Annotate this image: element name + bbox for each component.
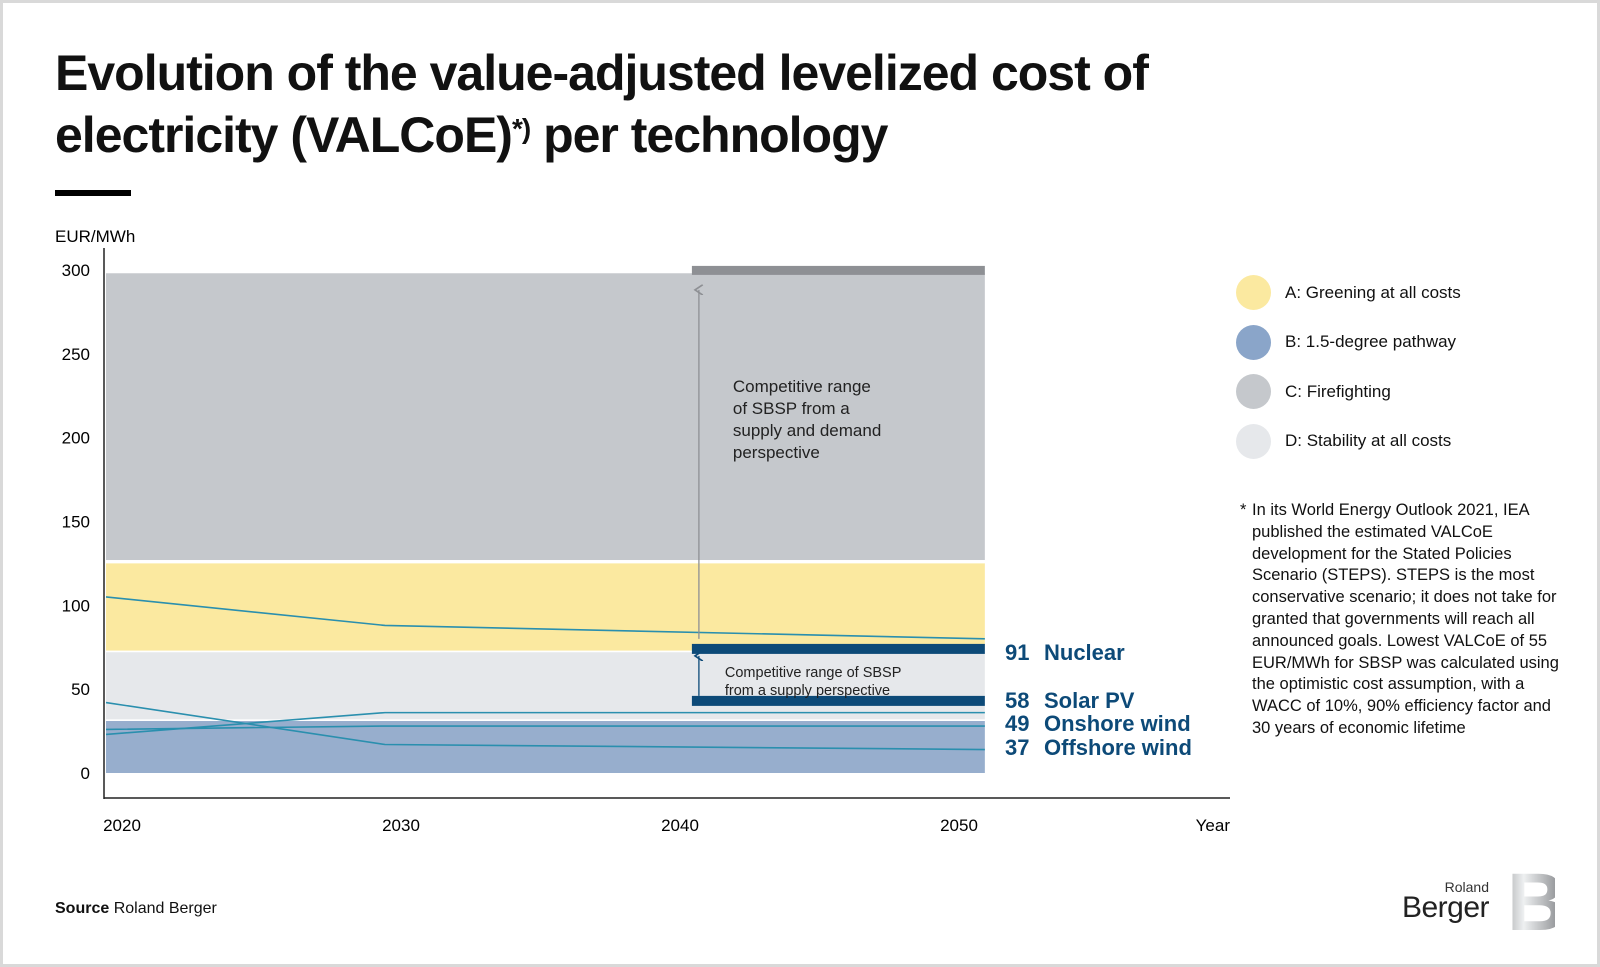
band-c (106, 273, 985, 561)
legend-label: C: Firefighting (1285, 381, 1391, 401)
y-tick-label: 300 (62, 261, 90, 280)
y-tick-label: 100 (62, 596, 90, 615)
logo-roland: Roland (1444, 879, 1489, 895)
sbsp-demand-annotation: of SBSP from a (733, 399, 850, 418)
title-line-2-end: per technology (530, 107, 888, 163)
source-value: Roland Berger (113, 900, 217, 917)
legend-swatch (1236, 374, 1271, 410)
sbsp-supply-annotation: Competitive range of SBSP (725, 665, 902, 681)
roland-berger-logo: Roland Berger B (1395, 857, 1567, 948)
x-axis-label: Year (1196, 816, 1231, 835)
y-tick-label: 150 (62, 512, 90, 531)
series-line-4 (105, 701, 985, 751)
legend-item-c: C: Firefighting (1236, 367, 1461, 417)
footnote-text: In its World Energy Outlook 2021, IEA pu… (1252, 501, 1559, 737)
chart-title: Evolution of the value-adjusted levelize… (55, 42, 1255, 166)
sbsp-supply-low-bar (691, 695, 985, 706)
sbsp-supply-annotation: from a supply perspective (725, 683, 890, 699)
sbsp-demand-annotation: Competitive range (733, 377, 871, 396)
end-label-name: Solar PV (1044, 688, 1135, 713)
footnote-star: * (1240, 501, 1247, 519)
y-tick-label: 200 (62, 429, 90, 448)
logo-b-mark: B (1507, 857, 1567, 948)
legend-swatch (1236, 275, 1271, 311)
title-footnote-mark: *) (511, 113, 531, 144)
title-line-1: Evolution of the value-adjusted levelize… (55, 45, 1149, 101)
legend-item-b: B: 1.5-degree pathway (1236, 318, 1461, 368)
series-line-1 (105, 596, 985, 640)
source-label: Source (55, 900, 110, 917)
end-label-value: 49 (1005, 711, 1029, 736)
legend-item-a: A: Greening at all costs (1236, 268, 1461, 318)
x-tick-label: 2030 (382, 816, 420, 835)
y-tick-label: 0 (81, 764, 90, 783)
legend-swatch (1236, 324, 1271, 360)
source: Source Roland Berger (55, 900, 217, 918)
legend: A: Greening at all costs B: 1.5-degree p… (1236, 268, 1461, 466)
sbsp-demand-annotation: perspective (733, 443, 820, 462)
legend-label: B: 1.5-degree pathway (1285, 332, 1457, 352)
legend-label: D: Stability at all costs (1285, 431, 1452, 451)
legend-item-d: D: Stability at all costs (1236, 417, 1461, 467)
legend-label: A: Greening at all costs (1285, 282, 1461, 302)
end-label-value: 37 (1005, 735, 1029, 760)
y-axis-label: EUR/MWh (55, 227, 135, 246)
y-tick-label: 250 (62, 345, 90, 364)
sbsp-demand-annotation: supply and demand (733, 421, 881, 440)
footnote: * In its World Energy Outlook 2021, IEA … (1240, 500, 1560, 740)
band-b (106, 721, 985, 773)
end-label-name: Offshore wind (1044, 735, 1192, 760)
x-tick-label: 2040 (661, 816, 699, 835)
x-tick-label: 2020 (103, 816, 141, 835)
end-label-name: Onshore wind (1044, 711, 1191, 736)
band-a (106, 563, 985, 651)
end-label-name: Nuclear (1044, 640, 1125, 665)
sbsp-supply-high-bar (691, 643, 985, 654)
logo-berger: Berger (1401, 891, 1490, 924)
end-label-value: 58 (1005, 688, 1029, 713)
band-d (106, 652, 985, 720)
x-tick-label: 2050 (940, 816, 978, 835)
y-tick-label: 50 (71, 680, 90, 699)
title-underline (55, 190, 131, 196)
title-line-2: electricity (VALCoE) (55, 107, 513, 163)
end-label-value: 91 (1005, 640, 1029, 665)
legend-swatch (1236, 423, 1271, 459)
series-line-2 (105, 711, 985, 736)
sbsp-demand-high-bar (691, 265, 985, 275)
series-line-3 (105, 725, 985, 731)
